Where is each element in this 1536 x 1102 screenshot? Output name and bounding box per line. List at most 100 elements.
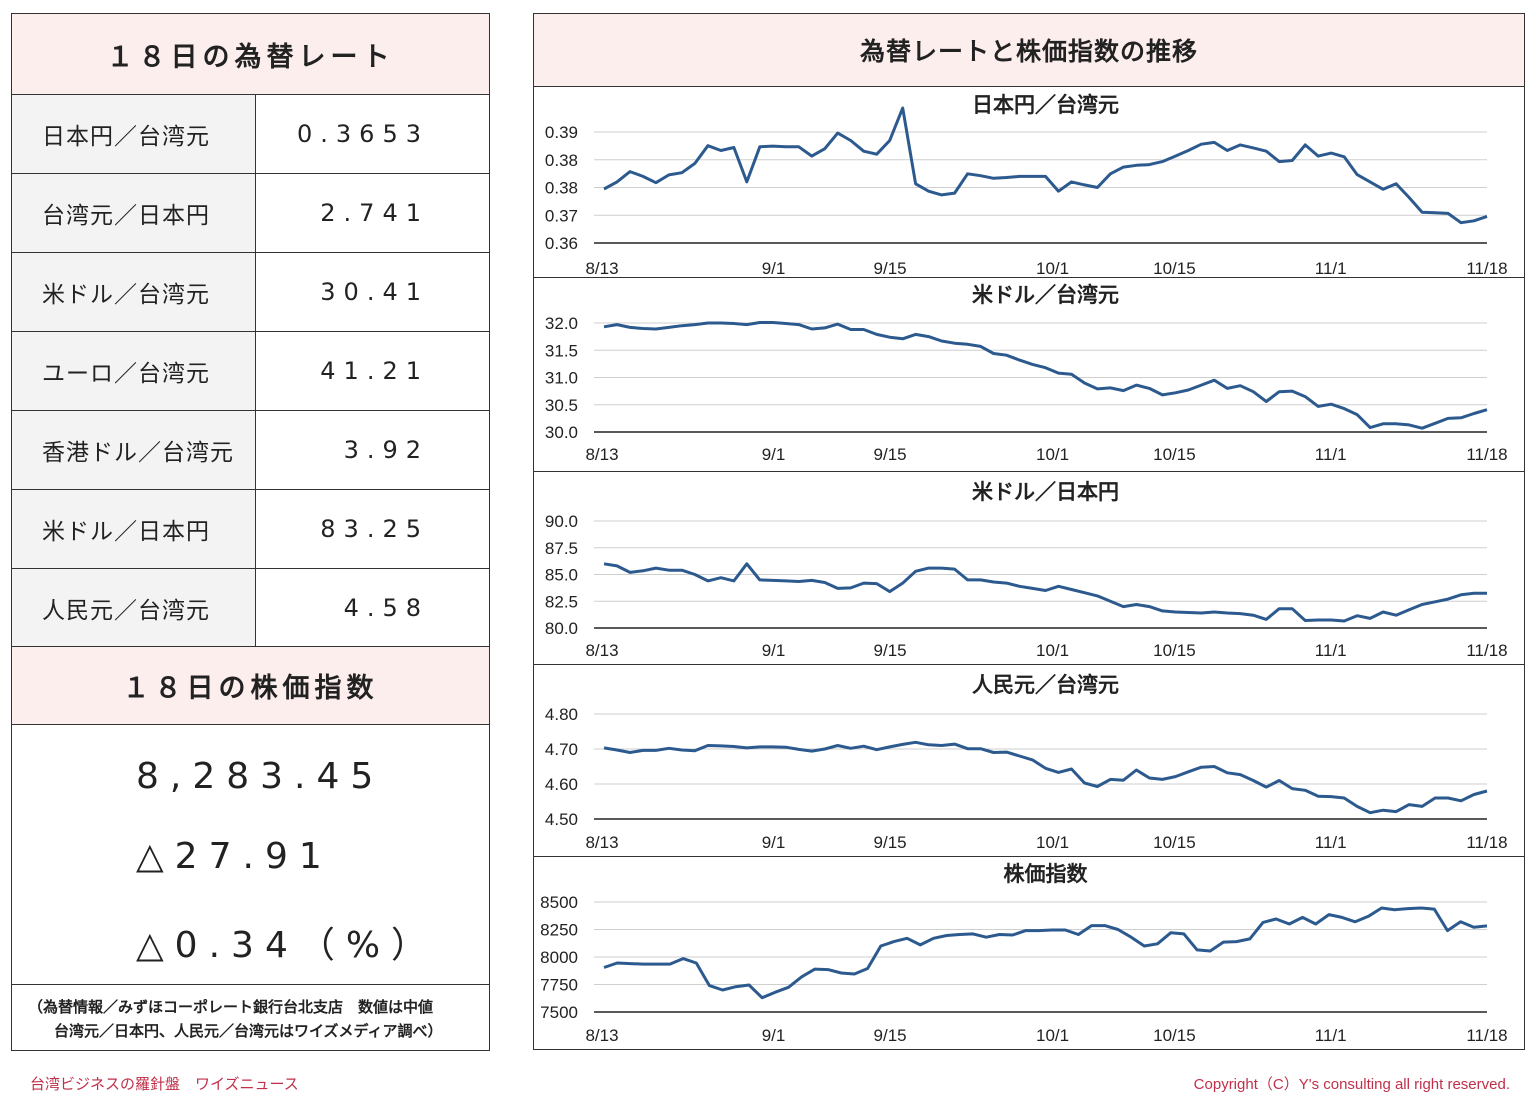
x-tick-label: 9/15 [874,259,907,278]
y-tick-label: 0.38 [545,179,578,198]
x-tick-label: 10/15 [1153,259,1196,278]
x-tick-label: 10/1 [1036,641,1069,660]
y-tick-label: 0.37 [545,206,578,225]
rate-pair-label: 米ドル／台湾元 [12,253,256,331]
charts-title: 為替レートと株価指数の推移 [534,14,1524,86]
x-tick-label: 10/15 [1153,445,1196,464]
line-chart: 米ドル／日本円 90.0 87.5 85.0 82.5 80.0 8/13 9/1 9/15 10… [545,480,1508,660]
note-line-2: 台湾元／日本円、人民元／台湾元はワイズメディア調べ） [54,1022,443,1040]
stock-index-value: 8,283.45 [136,756,385,797]
y-tick-label: 4.50 [545,810,578,829]
charts-svg: 日本円／台湾元 0.39 0.38 0.38 0.37 0.36 8/13 9/1 9/15 10… [540,93,1508,1045]
x-tick-label: 11/18 [1466,641,1507,660]
rate-value: 2.741 [320,199,429,227]
rate-value: 83.25 [320,515,429,543]
x-tick-label: 10/1 [1036,833,1069,852]
line-chart: 米ドル／台湾元 32.0 31.5 31.0 30.5 30.0 8/13 9/1 9/15 10… [545,283,1508,464]
chart-title: 日本円／台湾元 [972,93,1119,117]
rate-pair-label: 台湾元／日本円 [12,174,256,252]
x-tick-label: 10/1 [1036,445,1069,464]
chart-divider [534,856,1524,857]
y-tick-label: 90.0 [545,512,578,531]
chart-divider [534,86,1524,87]
y-tick-label: 82.5 [545,592,578,611]
rate-row: 香港ドル／台湾元 3.92 [12,410,489,489]
chart-title: 株価指数 [1004,862,1089,886]
stock-change-value: △27.91 [136,836,333,877]
x-tick-label: 8/13 [585,641,618,660]
rate-pair-label: 日本円／台湾元 [12,95,256,173]
y-tick-label: 32.0 [545,314,578,333]
x-tick-label: 9/1 [762,641,786,660]
x-tick-label: 11/1 [1315,445,1347,464]
rate-pair-label: 香港ドル／台湾元 [12,411,256,489]
y-tick-label: 7750 [540,976,578,995]
stock-title: １８日の株価指数 [12,646,489,725]
rate-pair-label: ユーロ／台湾元 [12,332,256,410]
rate-row: 台湾元／日本円 2.741 [12,173,489,252]
rate-pair-label: 人民元／台湾元 [12,569,256,647]
x-tick-label: 11/18 [1466,1026,1507,1045]
series-line [603,906,1488,1000]
line-chart: 人民元／台湾元 4.80 4.70 4.60 4.50 8/13 9/1 9/15 10/1 10… [545,673,1508,852]
rate-row: 米ドル／台湾元 30.41 [12,252,489,331]
rate-value: 4.58 [343,594,429,622]
x-tick-label: 8/13 [585,445,618,464]
y-tick-label: 0.38 [545,151,578,170]
rate-row: 米ドル／日本円 83.25 [12,489,489,568]
x-tick-label: 10/15 [1153,1026,1196,1045]
x-tick-label: 11/1 [1315,641,1347,660]
x-tick-label: 9/15 [874,1026,907,1045]
y-tick-label: 4.60 [545,775,578,794]
x-tick-label: 10/1 [1036,1026,1069,1045]
rate-value: 3.92 [343,436,429,464]
rate-row: 人民元／台湾元 4.58 [12,568,489,647]
series-line [603,321,1488,430]
chart-divider [534,471,1524,472]
rate-value: 30.41 [320,278,429,306]
line-chart: 日本円／台湾元 0.39 0.38 0.38 0.37 0.36 8/13 9/1 9/15 10… [545,93,1508,278]
x-tick-label: 11/1 [1315,1026,1347,1045]
rate-value: 0.3653 [297,120,429,148]
x-tick-label: 11/1 [1315,833,1347,852]
chart-title: 人民元／台湾元 [972,673,1119,697]
line-chart: 株価指数 8500 8250 8000 7750 7500 8/13 9/1 9/15 10/1 1… [540,862,1507,1045]
y-tick-label: 8500 [540,893,578,912]
series-line [603,562,1487,623]
y-tick-label: 30.5 [545,396,578,415]
x-tick-label: 11/18 [1466,445,1507,464]
x-tick-label: 8/13 [585,1026,618,1045]
y-tick-label: 87.5 [545,539,578,558]
rate-row: ユーロ／台湾元 41.21 [12,331,489,410]
y-tick-label: 0.39 [545,123,578,142]
y-tick-label: 8000 [540,948,578,967]
left-panel: １８日の為替レート 日本円／台湾元 0.3653 台湾元／日本円 2.741 米ドル／台… [11,13,490,1051]
chart-divider [534,277,1524,278]
y-tick-label: 4.70 [545,740,578,759]
x-tick-label: 11/18 [1466,259,1507,278]
y-tick-label: 7500 [540,1003,578,1022]
chart-divider [534,664,1524,665]
right-panel: 為替レートと株価指数の推移 日本円／台湾元 0.39 0.38 0.38 0.37 0.3… [533,13,1525,1050]
x-tick-label: 10/15 [1153,833,1196,852]
footer-brand: 台湾ビジネスの羅針盤 ワイズニュース [30,1075,299,1093]
x-tick-label: 9/1 [762,1026,786,1045]
x-tick-label: 11/1 [1315,259,1347,278]
footer-copyright: Copyright（C）Y's consulting all right res… [1193,1076,1510,1093]
x-tick-label: 9/1 [762,833,786,852]
y-tick-label: 30.0 [545,423,578,442]
note-divider [12,984,489,985]
stock-change-percent: △0.34（%） [136,925,439,966]
y-tick-label: 0.36 [545,234,578,253]
x-tick-label: 10/15 [1153,641,1196,660]
series-line [603,740,1488,815]
x-tick-label: 9/15 [874,445,907,464]
y-tick-label: 31.5 [545,341,578,360]
x-tick-label: 9/1 [762,445,786,464]
y-tick-label: 85.0 [545,566,578,585]
y-tick-label: 8250 [540,921,578,940]
y-tick-label: 4.80 [545,705,578,724]
note-line-1: （為替情報／みずほコーポレート銀行台北支店 数値は中値 [28,998,434,1016]
chart-title: 米ドル／台湾元 [972,283,1119,307]
chart-title: 米ドル／日本円 [972,480,1119,504]
